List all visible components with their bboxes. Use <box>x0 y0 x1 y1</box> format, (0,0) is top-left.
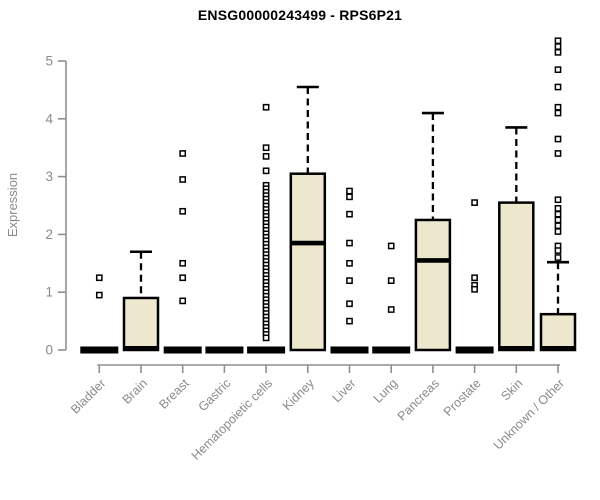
outlier-point-unknown-other <box>554 196 562 204</box>
outlier-point-lung <box>387 306 395 313</box>
box-collapsed-gastric <box>205 346 244 354</box>
box-kidney <box>289 172 327 352</box>
x-tick-label: Unknown / Other <box>491 376 567 452</box>
outlier-point-liver <box>346 193 353 201</box>
box-pancreas <box>414 218 452 352</box>
y-tick-label: 3 <box>45 169 53 184</box>
outlier-point-unknown-other <box>554 83 562 91</box>
y-tick-label: 2 <box>45 227 53 242</box>
outlier-point-unknown-other <box>554 48 562 56</box>
x-tick-label: Lung <box>371 376 401 406</box>
outlier-point-breast <box>179 274 187 282</box>
outlier-point-unknown-other <box>554 216 562 224</box>
outlier-point-liver <box>346 317 353 325</box>
outlier-point-unknown-other <box>554 109 562 117</box>
outlier-point-lung <box>387 242 395 250</box>
x-tick-label: Pancreas <box>395 376 442 423</box>
outlier-point-unknown-other <box>554 228 562 235</box>
box-brain <box>122 296 160 352</box>
outlier-point-hematopoietic-cells <box>262 153 270 160</box>
y-tick-label: 5 <box>45 54 53 69</box>
box-unknown-other <box>539 312 577 352</box>
outlier-point-hematopoietic-cells <box>262 144 270 152</box>
outlier-point-lung <box>387 277 395 284</box>
outlier-point-unknown-other <box>554 210 562 218</box>
x-tick-label: Brain <box>120 376 151 407</box>
box-collapsed-prostate <box>455 346 494 354</box>
outlier-point-bladder <box>95 274 103 282</box>
x-tick-label: Gastric <box>196 376 234 414</box>
outlier-point-breast <box>179 297 187 305</box>
outlier-point-unknown-other <box>554 43 562 50</box>
outlier-point-unknown-other <box>554 150 562 157</box>
outlier-point-breast <box>179 259 187 267</box>
x-tick-label: Skin <box>498 376 525 403</box>
outlier-point-hematopoietic-cells <box>262 334 270 342</box>
box-collapsed-lung <box>372 346 411 354</box>
box-collapsed-hematopoietic-cells <box>247 346 286 354</box>
outlier-point-prostate <box>471 274 478 282</box>
y-tick-label: 4 <box>45 111 53 126</box>
x-tick-label: Kidney <box>280 376 317 413</box>
outlier-point-unknown-other <box>554 247 562 254</box>
outlier-point-liver <box>346 210 353 218</box>
chart-title: ENSG00000243499 - RPS6P21 <box>197 7 403 23</box>
outlier-point-unknown-other <box>554 37 562 45</box>
x-tick-label: Hematopoietic cells <box>189 376 276 463</box>
x-tick-label: Breast <box>156 376 192 412</box>
outlier-point-prostate <box>471 199 478 206</box>
outlier-point-unknown-other <box>554 66 562 74</box>
box-collapsed-liver <box>330 346 369 354</box>
outlier-point-unknown-other <box>554 103 562 111</box>
y-tick-label: 1 <box>45 285 53 300</box>
outlier-point-liver <box>346 187 353 195</box>
outlier-point-breast <box>179 176 187 183</box>
box-collapsed-breast <box>163 346 202 354</box>
box-collapsed-bladder <box>80 346 119 354</box>
outlier-point-bladder <box>95 291 103 299</box>
x-tick-label: Prostate <box>441 376 484 419</box>
outlier-point-unknown-other <box>554 135 562 143</box>
outlier-point-unknown-other <box>554 205 562 212</box>
y-tick-label: 0 <box>45 343 53 358</box>
outlier-point-prostate <box>471 285 478 293</box>
box-skin <box>498 201 535 352</box>
outlier-point-unknown-other <box>554 254 562 261</box>
outlier-point-hematopoietic-cells <box>262 103 270 111</box>
outlier-point-liver <box>346 239 353 247</box>
x-tick-label: Bladder <box>68 376 108 416</box>
outlier-point-liver <box>346 300 353 308</box>
outlier-point-breast <box>179 150 187 157</box>
outlier-point-unknown-other <box>554 222 562 230</box>
outlier-point-breast <box>179 207 187 215</box>
x-tick-label: Liver <box>330 376 359 405</box>
outlier-point-liver <box>346 277 353 284</box>
outlier-point-hematopoietic-cells <box>262 167 270 175</box>
y-axis-title: Expression <box>5 173 20 237</box>
outlier-point-liver <box>346 259 353 267</box>
